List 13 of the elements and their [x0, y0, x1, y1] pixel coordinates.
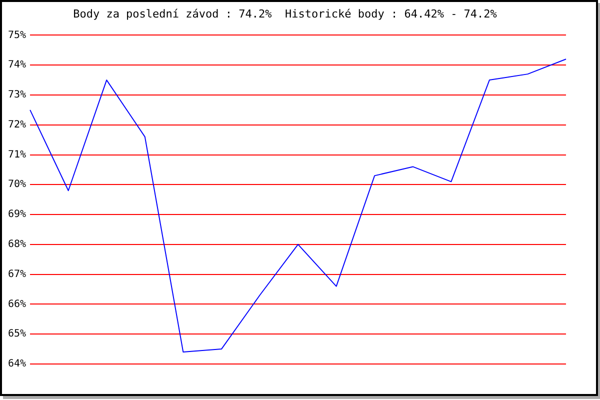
y-tick-label: 71% [8, 149, 26, 160]
y-tick-label: 72% [8, 119, 26, 130]
y-tick-label: 68% [8, 239, 26, 250]
y-tick-label: 65% [8, 328, 26, 340]
y-tick-label: 73% [8, 90, 26, 101]
y-tick-label: 70% [8, 179, 26, 190]
y-tick-label: 66% [8, 298, 26, 310]
y-tick-label: 69% [8, 209, 26, 220]
y-tick-label: 67% [8, 268, 26, 280]
y-tick-label: 75% [8, 30, 26, 41]
y-tick-label: 64% [8, 358, 26, 370]
y-tick-label: 74% [8, 60, 26, 71]
chart-title: Body za poslední závod : 74.2% Historické body : 64.42% - 74.2% [73, 7, 498, 20]
